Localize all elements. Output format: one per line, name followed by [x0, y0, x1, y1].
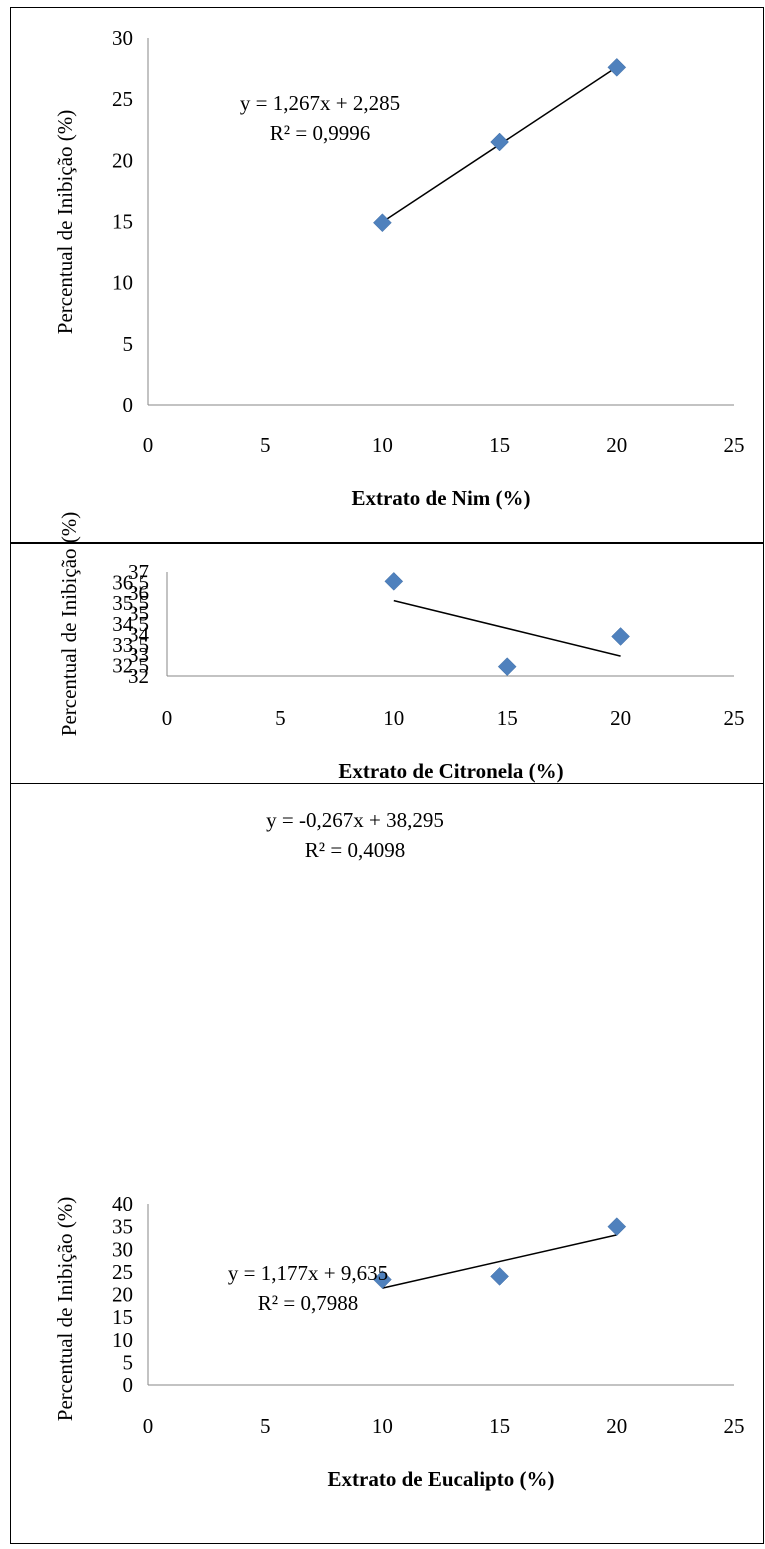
trendline [393, 599, 621, 657]
y-tick-label: 34,5 [112, 612, 149, 636]
y-axis-label: Percentual de Inibição (%) [53, 110, 77, 334]
y-tick-label: 40 [112, 1192, 133, 1216]
data-point [607, 58, 627, 77]
y-tick-label: 30 [112, 1237, 133, 1261]
x-tick-label: 15 [489, 1414, 510, 1438]
y-tick-label: 20 [112, 1283, 133, 1307]
r-squared-label: R² = 0,9996 [270, 121, 370, 145]
y-tick-label: 35 [112, 1215, 133, 1239]
x-axis-label: Extrato de Eucalipto (%) [328, 1467, 555, 1491]
y-tick-label: 34 [128, 622, 150, 646]
trendline-equation: y = -0,267x + 38,295 [266, 808, 444, 832]
y-tick-label: 5 [123, 332, 134, 356]
data-point [373, 213, 392, 233]
y-tick-label: 0 [123, 393, 134, 417]
y-tick-label: 25 [112, 87, 133, 111]
x-tick-label: 25 [724, 1414, 745, 1438]
trendline-equation: y = 1,177x + 9,635 [228, 1261, 388, 1285]
y-tick-label: 32,5 [112, 654, 149, 678]
r-squared-label: R² = 0,7988 [258, 1291, 358, 1315]
x-tick-label: 20 [606, 1414, 627, 1438]
y-tick-label: 35,5 [112, 591, 149, 615]
y-axis-label: Percentual de Inibição (%) [53, 1197, 77, 1421]
x-tick-label: 0 [143, 433, 154, 457]
data-point [384, 572, 404, 591]
y-axis-label: Percentual de Inibição (%) [57, 512, 81, 736]
trendline-equation: y = 1,267x + 2,285 [240, 91, 400, 115]
x-tick-label: 15 [497, 706, 518, 730]
y-tick-label: 32 [128, 664, 149, 688]
x-tick-label: 10 [372, 433, 393, 457]
chart-citronela: 0 5 10 15 20 25 3232,53333,53434,53535,53636,5… [10, 512, 764, 862]
x-tick-label: 0 [143, 1414, 154, 1438]
y-tick-label: 0 [123, 1373, 134, 1397]
data-point [373, 1270, 392, 1289]
data-point [490, 132, 509, 152]
x-tick-label: 20 [610, 706, 631, 730]
x-axis-label: Extrato de Nim (%) [351, 486, 530, 510]
x-tick-label: 10 [372, 1414, 393, 1438]
y-tick-label: 36 [128, 581, 149, 605]
y-tick-label: 35 [128, 602, 149, 626]
y-tick-label: 10 [112, 1328, 133, 1352]
y-tick-label: 30 [112, 26, 133, 50]
y-tick-label: 33,5 [112, 633, 149, 657]
y-tick-label: 15 [112, 210, 133, 234]
data-point [490, 1267, 509, 1286]
chart-nim: 0 5 10 15 20 25 0 5 10 15 20 25 30 Extrato de Nim (%)… [10, 7, 764, 543]
x-tick-label: 15 [489, 433, 510, 457]
x-tick-label: 0 [162, 706, 173, 730]
y-tick-label: 25 [112, 1260, 133, 1284]
y-tick-label: 36,5 [112, 570, 149, 594]
data-point [497, 657, 517, 676]
data-point [607, 1217, 627, 1236]
r-squared-label: R² = 0,4098 [305, 838, 405, 862]
y-tick-label: 5 [123, 1350, 134, 1374]
chart-frame [10, 7, 764, 543]
x-tick-label: 5 [275, 706, 286, 730]
y-tick-label: 10 [112, 271, 133, 295]
x-tick-label: 5 [260, 433, 271, 457]
x-tick-label: 5 [260, 1414, 271, 1438]
x-tick-label: 25 [724, 433, 745, 457]
y-tick-label: 15 [112, 1305, 133, 1329]
y-tick-label: 20 [112, 148, 133, 172]
x-tick-label: 20 [606, 433, 627, 457]
y-tick-label: 37 [128, 560, 149, 584]
trendline [382, 1234, 617, 1289]
x-axis-label: Extrato de Citronela (%) [338, 759, 563, 783]
y-tick-label: 33 [128, 643, 149, 667]
x-tick-label: 25 [724, 706, 745, 730]
x-tick-label: 10 [383, 706, 404, 730]
data-point [611, 627, 630, 646]
